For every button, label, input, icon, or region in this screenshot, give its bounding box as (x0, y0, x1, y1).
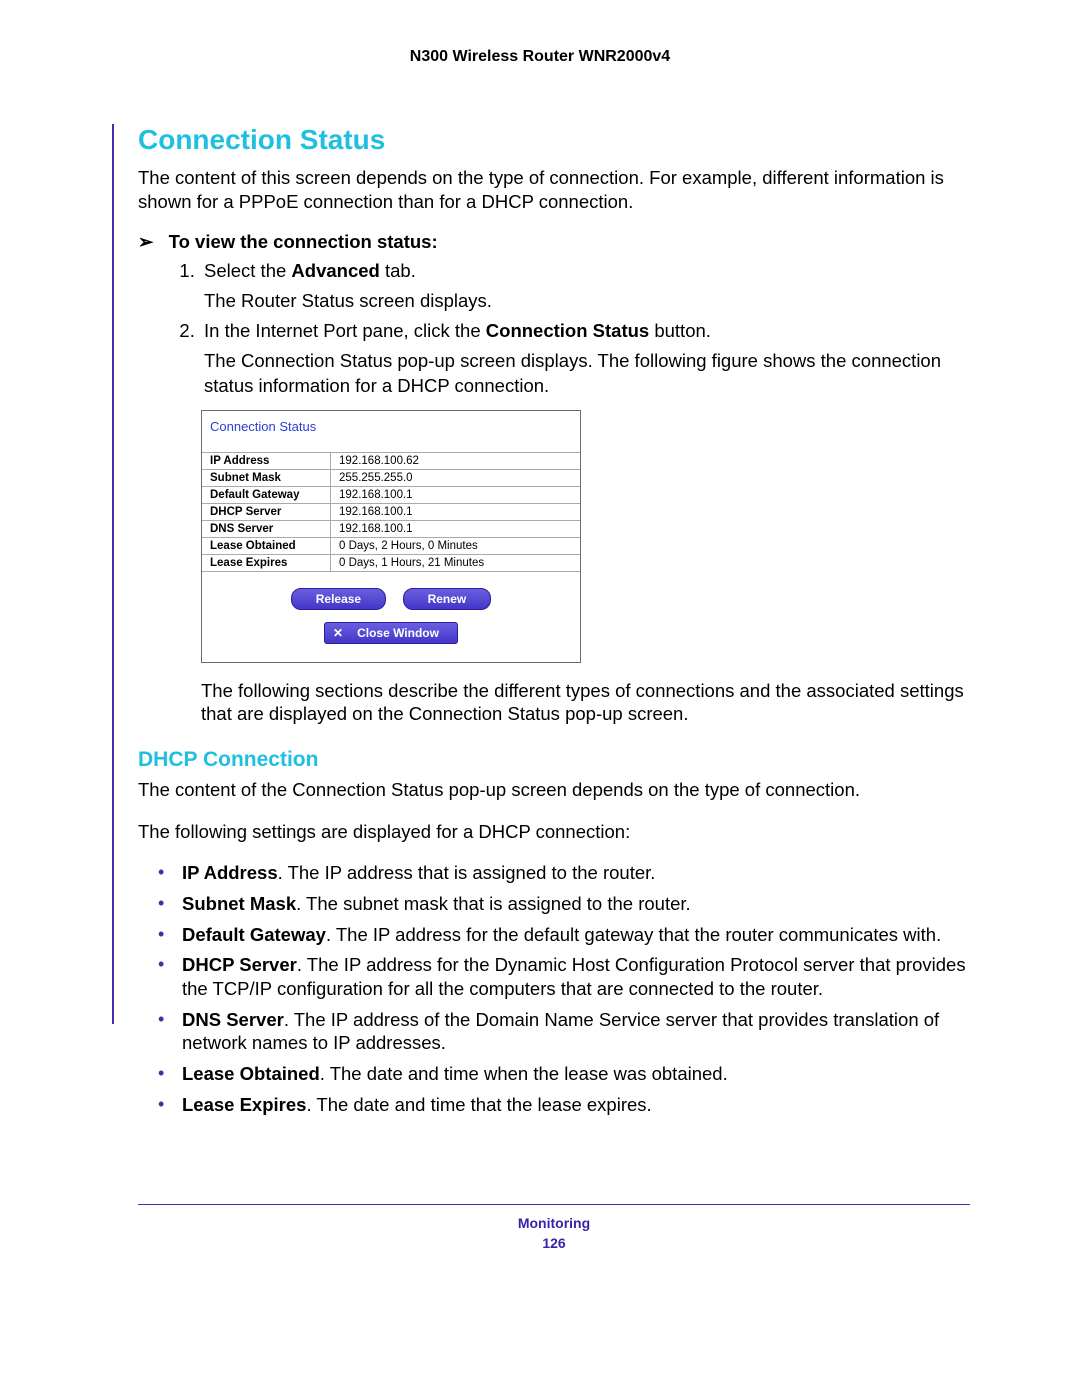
intro-paragraph: The content of this screen depends on th… (138, 166, 970, 213)
dialog-title: Connection Status (202, 419, 580, 453)
status-value: 192.168.100.62 (331, 453, 580, 470)
dhcp-p1: The content of the Connection Status pop… (138, 778, 970, 802)
status-value: 255.255.255.0 (331, 469, 580, 486)
status-value: 192.168.100.1 (331, 520, 580, 537)
dhcp-bullet-list: IP Address. The IP address that is assig… (138, 861, 970, 1116)
table-row: DHCP Server192.168.100.1 (202, 503, 580, 520)
procedure-heading: ➢ To view the connection status: (138, 231, 970, 253)
dialog-buttons: Release Renew ✕ Close Window (202, 588, 580, 644)
left-rule (112, 124, 114, 1024)
step-1-c: tab. (380, 260, 416, 281)
step-2-a: In the Internet Port pane, click the (204, 320, 486, 341)
bullet-desc: . The IP address that is assigned to the… (278, 862, 656, 883)
status-key: Default Gateway (202, 486, 331, 503)
bullet-term: Lease Obtained (182, 1063, 320, 1084)
bullet-desc: . The subnet mask that is assigned to th… (296, 893, 691, 914)
step-2-bold: Connection Status (486, 320, 649, 341)
status-key: DHCP Server (202, 503, 331, 520)
status-value: 0 Days, 1 Hours, 21 Minutes (331, 554, 580, 571)
bullet-term: Lease Expires (182, 1094, 306, 1115)
step-2: In the Internet Port pane, click the Con… (200, 319, 970, 397)
bullet-term: Subnet Mask (182, 893, 296, 914)
bullet-desc: . The IP address of the Domain Name Serv… (182, 1009, 939, 1054)
renew-button[interactable]: Renew (403, 588, 492, 610)
bullet-term: DHCP Server (182, 954, 297, 975)
bullet-term: Default Gateway (182, 924, 326, 945)
table-row: Default Gateway192.168.100.1 (202, 486, 580, 503)
close-window-button[interactable]: ✕ Close Window (324, 622, 458, 644)
steps-list: Select the Advanced tab. The Router Stat… (138, 259, 970, 397)
table-row: Subnet Mask255.255.255.0 (202, 469, 580, 486)
status-key: Lease Expires (202, 554, 331, 571)
step-2-sub: The Connection Status pop-up screen disp… (204, 349, 970, 397)
list-item: DHCP Server. The IP address for the Dyna… (168, 953, 970, 1000)
list-item: Lease Expires. The date and time that th… (168, 1093, 970, 1117)
list-item: Subnet Mask. The subnet mask that is ass… (168, 892, 970, 916)
arrow-icon: ➢ (138, 231, 154, 252)
step-1-bold: Advanced (291, 260, 379, 281)
close-icon: ✕ (333, 626, 343, 640)
dhcp-title: DHCP Connection (138, 748, 970, 772)
step-1: Select the Advanced tab. The Router Stat… (200, 259, 970, 313)
step-1-sub: The Router Status screen displays. (204, 289, 970, 313)
bullet-desc: . The IP address for the Dynamic Host Co… (182, 954, 966, 999)
table-row: DNS Server192.168.100.1 (202, 520, 580, 537)
step-1-a: Select the (204, 260, 291, 281)
footer-page: 126 (138, 1235, 970, 1251)
page-header: N300 Wireless Router WNR2000v4 (0, 48, 1080, 66)
status-key: Lease Obtained (202, 537, 331, 554)
status-key: Subnet Mask (202, 469, 331, 486)
bullet-term: DNS Server (182, 1009, 284, 1030)
list-item: Lease Obtained. The date and time when t… (168, 1062, 970, 1086)
footer-section: Monitoring (138, 1215, 970, 1231)
list-item: IP Address. The IP address that is assig… (168, 861, 970, 885)
list-item: DNS Server. The IP address of the Domain… (168, 1008, 970, 1055)
content-area: Connection Status The content of this sc… (0, 124, 1080, 1116)
section-title: Connection Status (138, 124, 970, 156)
status-key: IP Address (202, 453, 331, 470)
bullet-desc: . The date and time that the lease expir… (306, 1094, 651, 1115)
table-row: IP Address192.168.100.62 (202, 453, 580, 470)
bullet-term: IP Address (182, 862, 278, 883)
status-value: 0 Days, 2 Hours, 0 Minutes (331, 537, 580, 554)
status-value: 192.168.100.1 (331, 486, 580, 503)
product-name: N300 Wireless Router WNR2000v4 (410, 48, 670, 65)
table-row: Lease Expires0 Days, 1 Hours, 21 Minutes (202, 554, 580, 571)
list-item: Default Gateway. The IP address for the … (168, 923, 970, 947)
page-footer: Monitoring 126 (138, 1204, 970, 1251)
step-2-c: button. (649, 320, 711, 341)
page-wrapper: N300 Wireless Router WNR2000v4 Connectio… (0, 48, 1080, 1251)
dhcp-p2: The following settings are displayed for… (138, 820, 970, 844)
release-button[interactable]: Release (291, 588, 386, 610)
after-shot-paragraph: The following sections describe the diff… (201, 679, 970, 726)
status-table: IP Address192.168.100.62Subnet Mask255.2… (202, 453, 580, 572)
close-window-label: Close Window (357, 626, 439, 640)
status-value: 192.168.100.1 (331, 503, 580, 520)
status-key: DNS Server (202, 520, 331, 537)
bullet-desc: . The date and time when the lease was o… (320, 1063, 728, 1084)
bullet-desc: . The IP address for the default gateway… (326, 924, 941, 945)
procedure-heading-text: To view the connection status: (169, 231, 438, 252)
table-row: Lease Obtained0 Days, 2 Hours, 0 Minutes (202, 537, 580, 554)
connection-status-dialog: Connection Status IP Address192.168.100.… (201, 410, 581, 663)
